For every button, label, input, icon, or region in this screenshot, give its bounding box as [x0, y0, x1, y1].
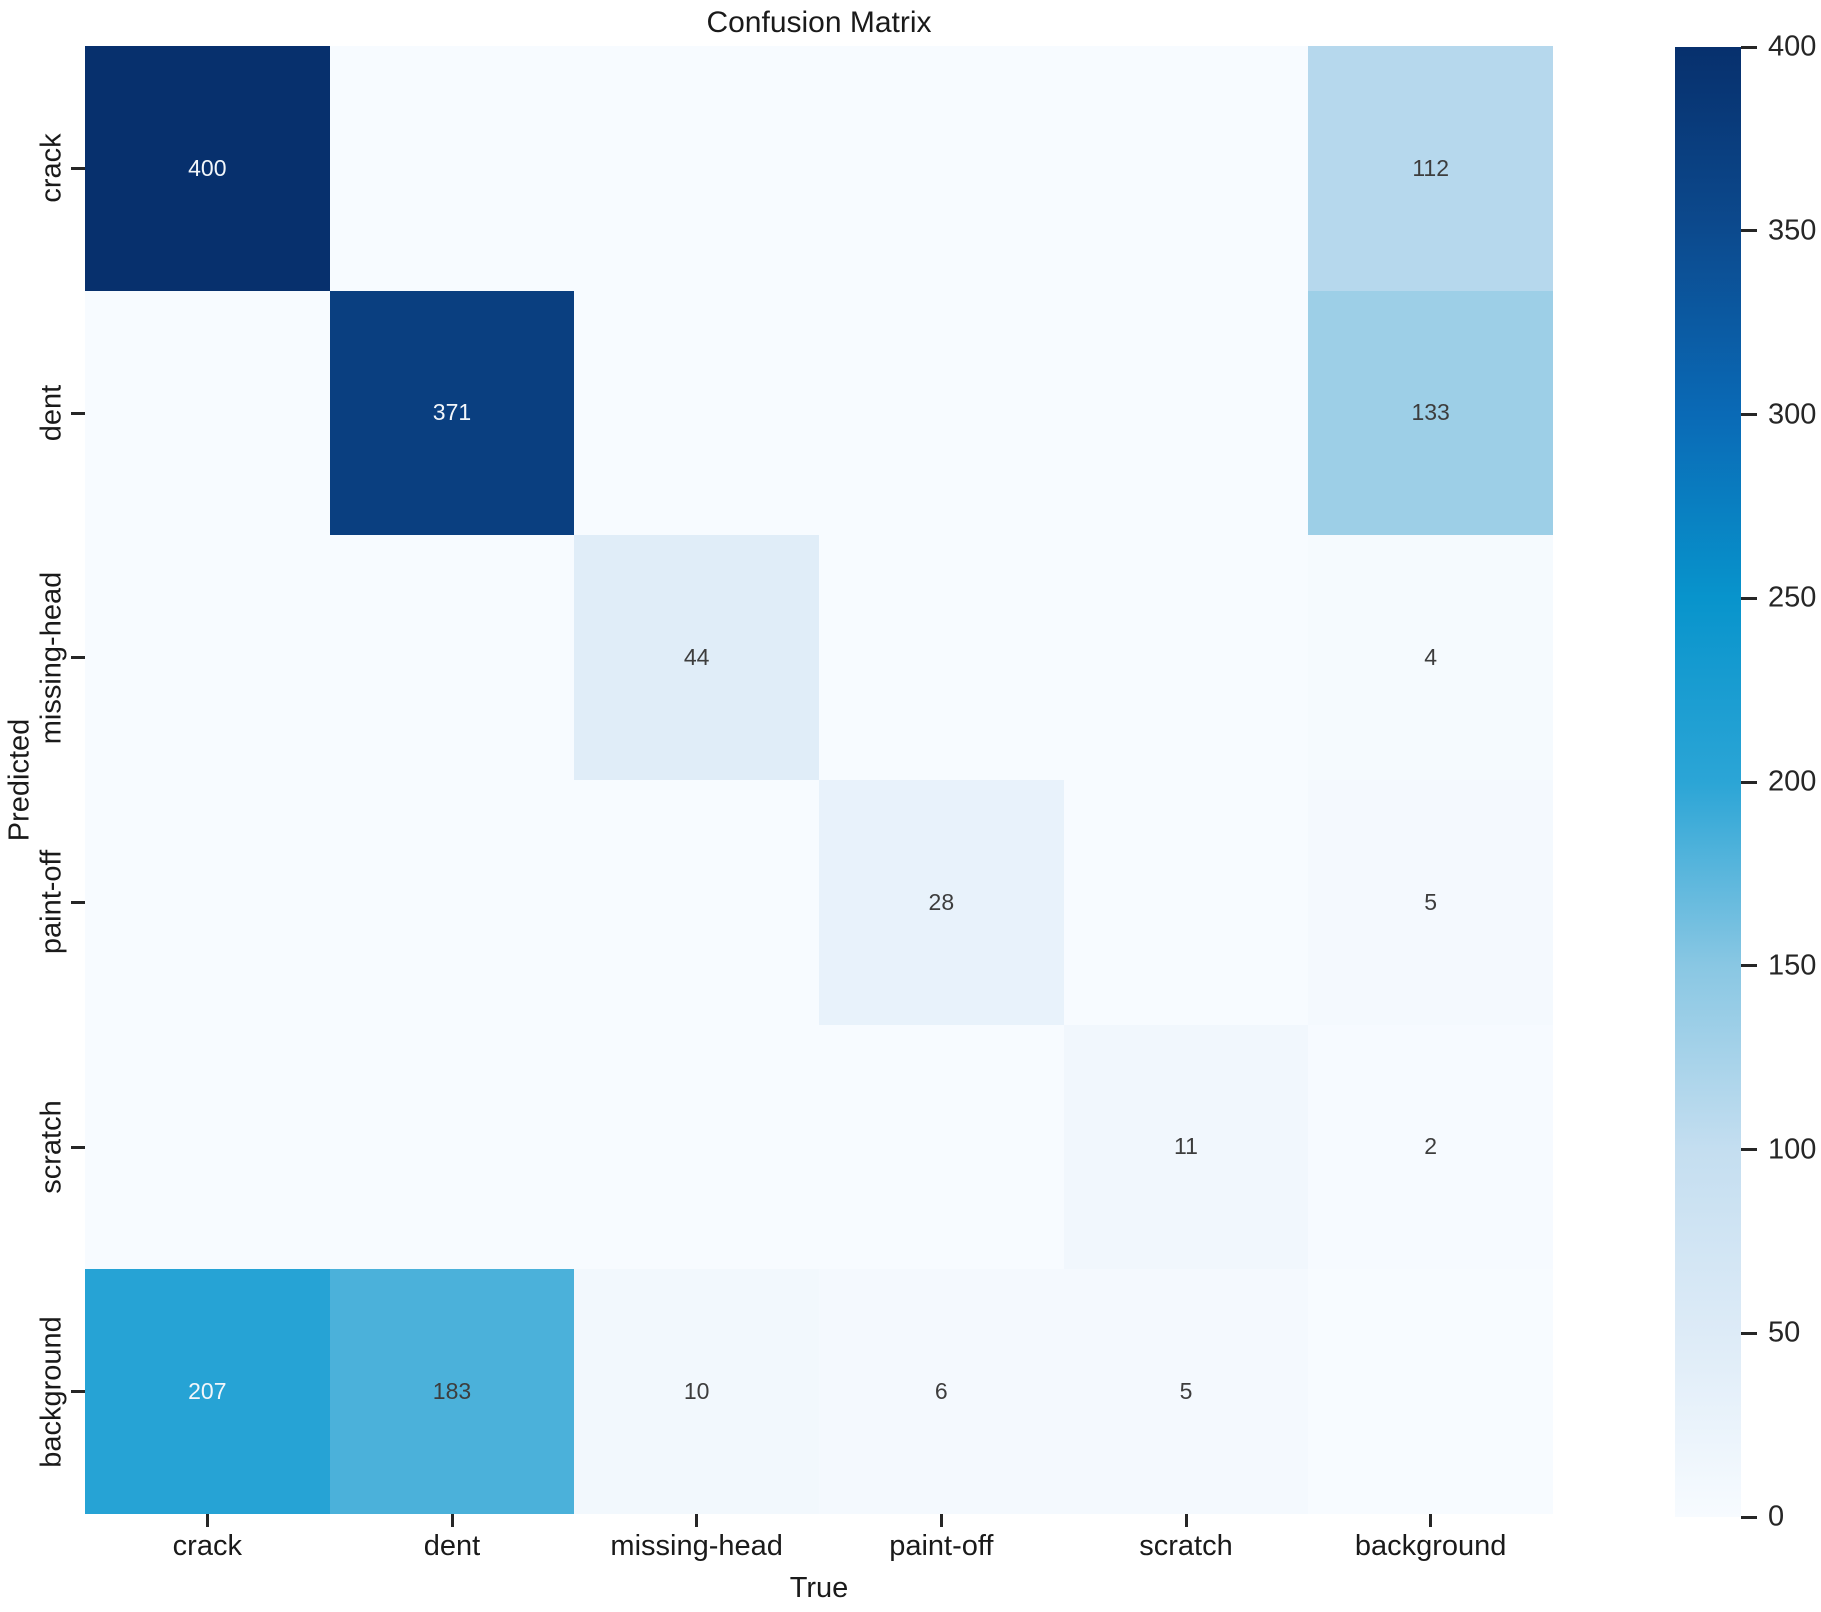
heatmap-cell: 2	[1308, 1024, 1553, 1270]
heatmap-cell: 28	[819, 780, 1064, 1025]
heatmap-cell	[329, 780, 575, 1025]
heatmap-cell	[329, 46, 575, 291]
x-tick-label: paint-off	[889, 1530, 994, 1562]
heatmap-cell: 44	[574, 535, 819, 780]
y-tick-label: paint-off	[35, 850, 68, 955]
y-tick-label: background	[35, 1315, 68, 1468]
heatmap-cell: 207	[85, 1269, 330, 1514]
heatmap-cell	[85, 290, 330, 536]
y-tick	[71, 411, 85, 415]
colorbar-tick	[1741, 1515, 1757, 1519]
heatmap-cell: 400	[85, 46, 330, 291]
x-tick	[939, 1514, 943, 1527]
heatmap-cell: 112	[1308, 46, 1553, 291]
heatmap-cell	[574, 46, 819, 291]
colorbar-tick-label: 250	[1768, 581, 1817, 614]
x-tick-label: background	[1354, 1530, 1507, 1562]
heatmap-cell	[574, 780, 819, 1025]
x-tick	[1429, 1514, 1433, 1527]
heatmap-cell	[1063, 780, 1309, 1025]
heatmap-cell	[85, 1024, 330, 1270]
heatmap-cell: 183	[329, 1269, 575, 1514]
heatmap: 400 112 371 133 44 4 28 5 11 2 207 183 10 6 5	[85, 46, 1553, 1514]
colorbar-tick-label: 150	[1768, 949, 1817, 982]
heatmap-cell	[819, 46, 1064, 291]
chart-title: Confusion Matrix	[706, 6, 932, 39]
x-tick-label: crack	[172, 1530, 242, 1562]
heatmap-cell	[574, 1024, 819, 1270]
y-tick	[71, 166, 85, 170]
colorbar-tick-label: 100	[1768, 1133, 1817, 1165]
x-axis-title: True	[789, 1572, 849, 1604]
heatmap-cell: 4	[1308, 535, 1553, 780]
x-tick-label: missing-head	[610, 1530, 783, 1562]
x-tick-label: dent	[423, 1530, 481, 1562]
y-tick-label: missing-head	[35, 571, 68, 744]
heatmap-cell: 5	[1063, 1269, 1309, 1514]
heatmap-cell	[329, 1024, 575, 1270]
colorbar-tick	[1741, 229, 1757, 233]
heatmap-cell	[1063, 290, 1309, 536]
colorbar-tick-label: 50	[1768, 1316, 1801, 1349]
y-tick	[71, 1390, 85, 1394]
heatmap-cell	[819, 1024, 1064, 1270]
heatmap-cell	[819, 535, 1064, 780]
y-tick-label: scratch	[35, 1100, 68, 1194]
y-axis-title: Predicted	[3, 718, 36, 842]
x-tick-label: scratch	[1139, 1530, 1233, 1562]
heatmap-cell: 133	[1308, 290, 1553, 536]
colorbar-tick	[1741, 1331, 1757, 1335]
x-tick	[450, 1514, 454, 1527]
heatmap-cell	[574, 290, 819, 536]
y-tick-label: dent	[35, 384, 68, 442]
colorbar-tick-label: 200	[1768, 765, 1817, 798]
colorbar	[1675, 47, 1741, 1517]
heatmap-cell	[85, 535, 330, 780]
x-tick	[1184, 1514, 1188, 1527]
heatmap-cell: 11	[1063, 1024, 1309, 1270]
heatmap-cell	[1063, 46, 1309, 291]
heatmap-cell	[819, 290, 1064, 536]
colorbar-tick	[1741, 964, 1757, 968]
colorbar-tick-label: 400	[1768, 30, 1817, 63]
heatmap-cell	[1063, 535, 1309, 780]
y-tick	[71, 656, 85, 660]
heatmap-cell: 10	[574, 1269, 819, 1514]
colorbar-tick	[1741, 1148, 1757, 1151]
heatmap-cell	[329, 535, 575, 780]
heatmap-cell: 6	[819, 1269, 1064, 1514]
x-tick	[695, 1514, 699, 1527]
heatmap-cell: 371	[329, 290, 575, 536]
y-tick	[71, 900, 85, 904]
colorbar-tick-label: 0	[1768, 1500, 1785, 1533]
colorbar-tick-label: 350	[1768, 214, 1817, 247]
heatmap-cell	[1308, 1269, 1553, 1514]
colorbar-tick	[1741, 45, 1757, 49]
colorbar-tick	[1741, 413, 1757, 416]
heatmap-cell	[85, 780, 330, 1025]
colorbar-tick	[1741, 596, 1757, 600]
colorbar-tick-label: 300	[1768, 398, 1817, 430]
y-tick-label: crack	[35, 133, 68, 203]
colorbar-tick	[1741, 780, 1757, 784]
heatmap-cell: 5	[1308, 780, 1553, 1025]
y-tick	[71, 1145, 85, 1149]
x-tick	[205, 1514, 209, 1527]
